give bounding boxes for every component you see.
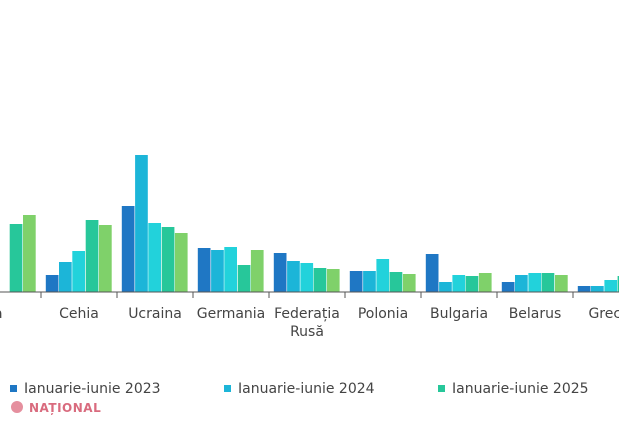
x-tick-label-5: Polonia bbox=[358, 306, 408, 322]
bar-5-1 bbox=[363, 271, 376, 292]
bar-8-0 bbox=[577, 286, 591, 292]
legend-label-0: Ianuarie-iunie 2023 bbox=[24, 381, 161, 397]
legend: Ianuarie-iunie 2023 Ianuarie-iunie 2024 Ia… bbox=[10, 381, 589, 397]
x-tick-label-6: Bulgaria bbox=[430, 306, 488, 322]
x-tick-label-2: Ucraina bbox=[128, 306, 182, 322]
bar-1-2 bbox=[72, 251, 85, 292]
bar-1-4 bbox=[99, 225, 112, 292]
legend-swatch-2 bbox=[438, 385, 445, 392]
watermark-logo-icon bbox=[11, 401, 23, 413]
x-tick-label-4: Federația Rusă bbox=[274, 306, 340, 340]
x-tick-label-1: Cehia bbox=[59, 306, 99, 322]
legend-swatch-1 bbox=[224, 385, 231, 392]
bar-7-3 bbox=[541, 273, 555, 292]
bar-1-0 bbox=[45, 275, 59, 292]
bar-4-3 bbox=[313, 268, 327, 292]
bar-6-4 bbox=[478, 273, 492, 292]
x-tick-label-3: Germania bbox=[197, 306, 266, 322]
bar-8-1 bbox=[591, 286, 604, 292]
x-tick-label-8: Grecia bbox=[588, 306, 619, 322]
bar-1-3 bbox=[85, 220, 99, 292]
bar-5-4 bbox=[402, 274, 416, 292]
bar-4-4 bbox=[326, 269, 340, 292]
bar-0-4 bbox=[23, 215, 36, 292]
bar-5-2 bbox=[376, 259, 390, 292]
watermark: NAȚIONAL bbox=[11, 401, 101, 415]
bars-group bbox=[9, 155, 619, 292]
bar-2-0 bbox=[121, 206, 135, 292]
bar-6-0 bbox=[425, 254, 439, 292]
bar-7-0 bbox=[501, 282, 515, 292]
legend-label-1: Ianuarie-iunie 2024 bbox=[238, 381, 375, 397]
bar-7-2 bbox=[528, 273, 542, 292]
bar-3-3 bbox=[237, 265, 251, 292]
bar-1-1 bbox=[59, 262, 72, 292]
bar-3-2 bbox=[224, 247, 237, 292]
bar-5-3 bbox=[389, 272, 403, 292]
watermark-text: NAȚIONAL bbox=[29, 401, 101, 415]
bar-0-3 bbox=[9, 224, 23, 292]
x-axis-ticks bbox=[40, 292, 574, 298]
legend-swatch-0 bbox=[10, 385, 17, 392]
bar-2-2 bbox=[148, 223, 161, 292]
bar-3-1 bbox=[211, 250, 224, 292]
bar-2-3 bbox=[161, 227, 175, 292]
bar-3-4 bbox=[250, 250, 264, 292]
bar-7-4 bbox=[555, 275, 568, 292]
bar-7-1 bbox=[515, 275, 528, 292]
x-tick-label-7: Belarus bbox=[509, 306, 562, 322]
bar-6-3 bbox=[465, 276, 479, 292]
x-tick-label-0: a bbox=[0, 306, 3, 322]
bar-8-3 bbox=[617, 276, 619, 292]
legend-label-2: Ianuarie-iunie 2025 bbox=[452, 381, 589, 397]
bar-4-2 bbox=[300, 263, 314, 292]
bar-4-1 bbox=[287, 261, 300, 292]
bar-6-2 bbox=[452, 275, 466, 292]
bar-5-0 bbox=[349, 271, 363, 292]
bar-2-4 bbox=[174, 233, 188, 292]
bar-2-1 bbox=[135, 155, 148, 292]
bar-6-1 bbox=[439, 282, 452, 292]
bar-3-0 bbox=[197, 248, 211, 292]
bar-8-2 bbox=[604, 280, 618, 292]
bar-4-0 bbox=[273, 253, 287, 292]
